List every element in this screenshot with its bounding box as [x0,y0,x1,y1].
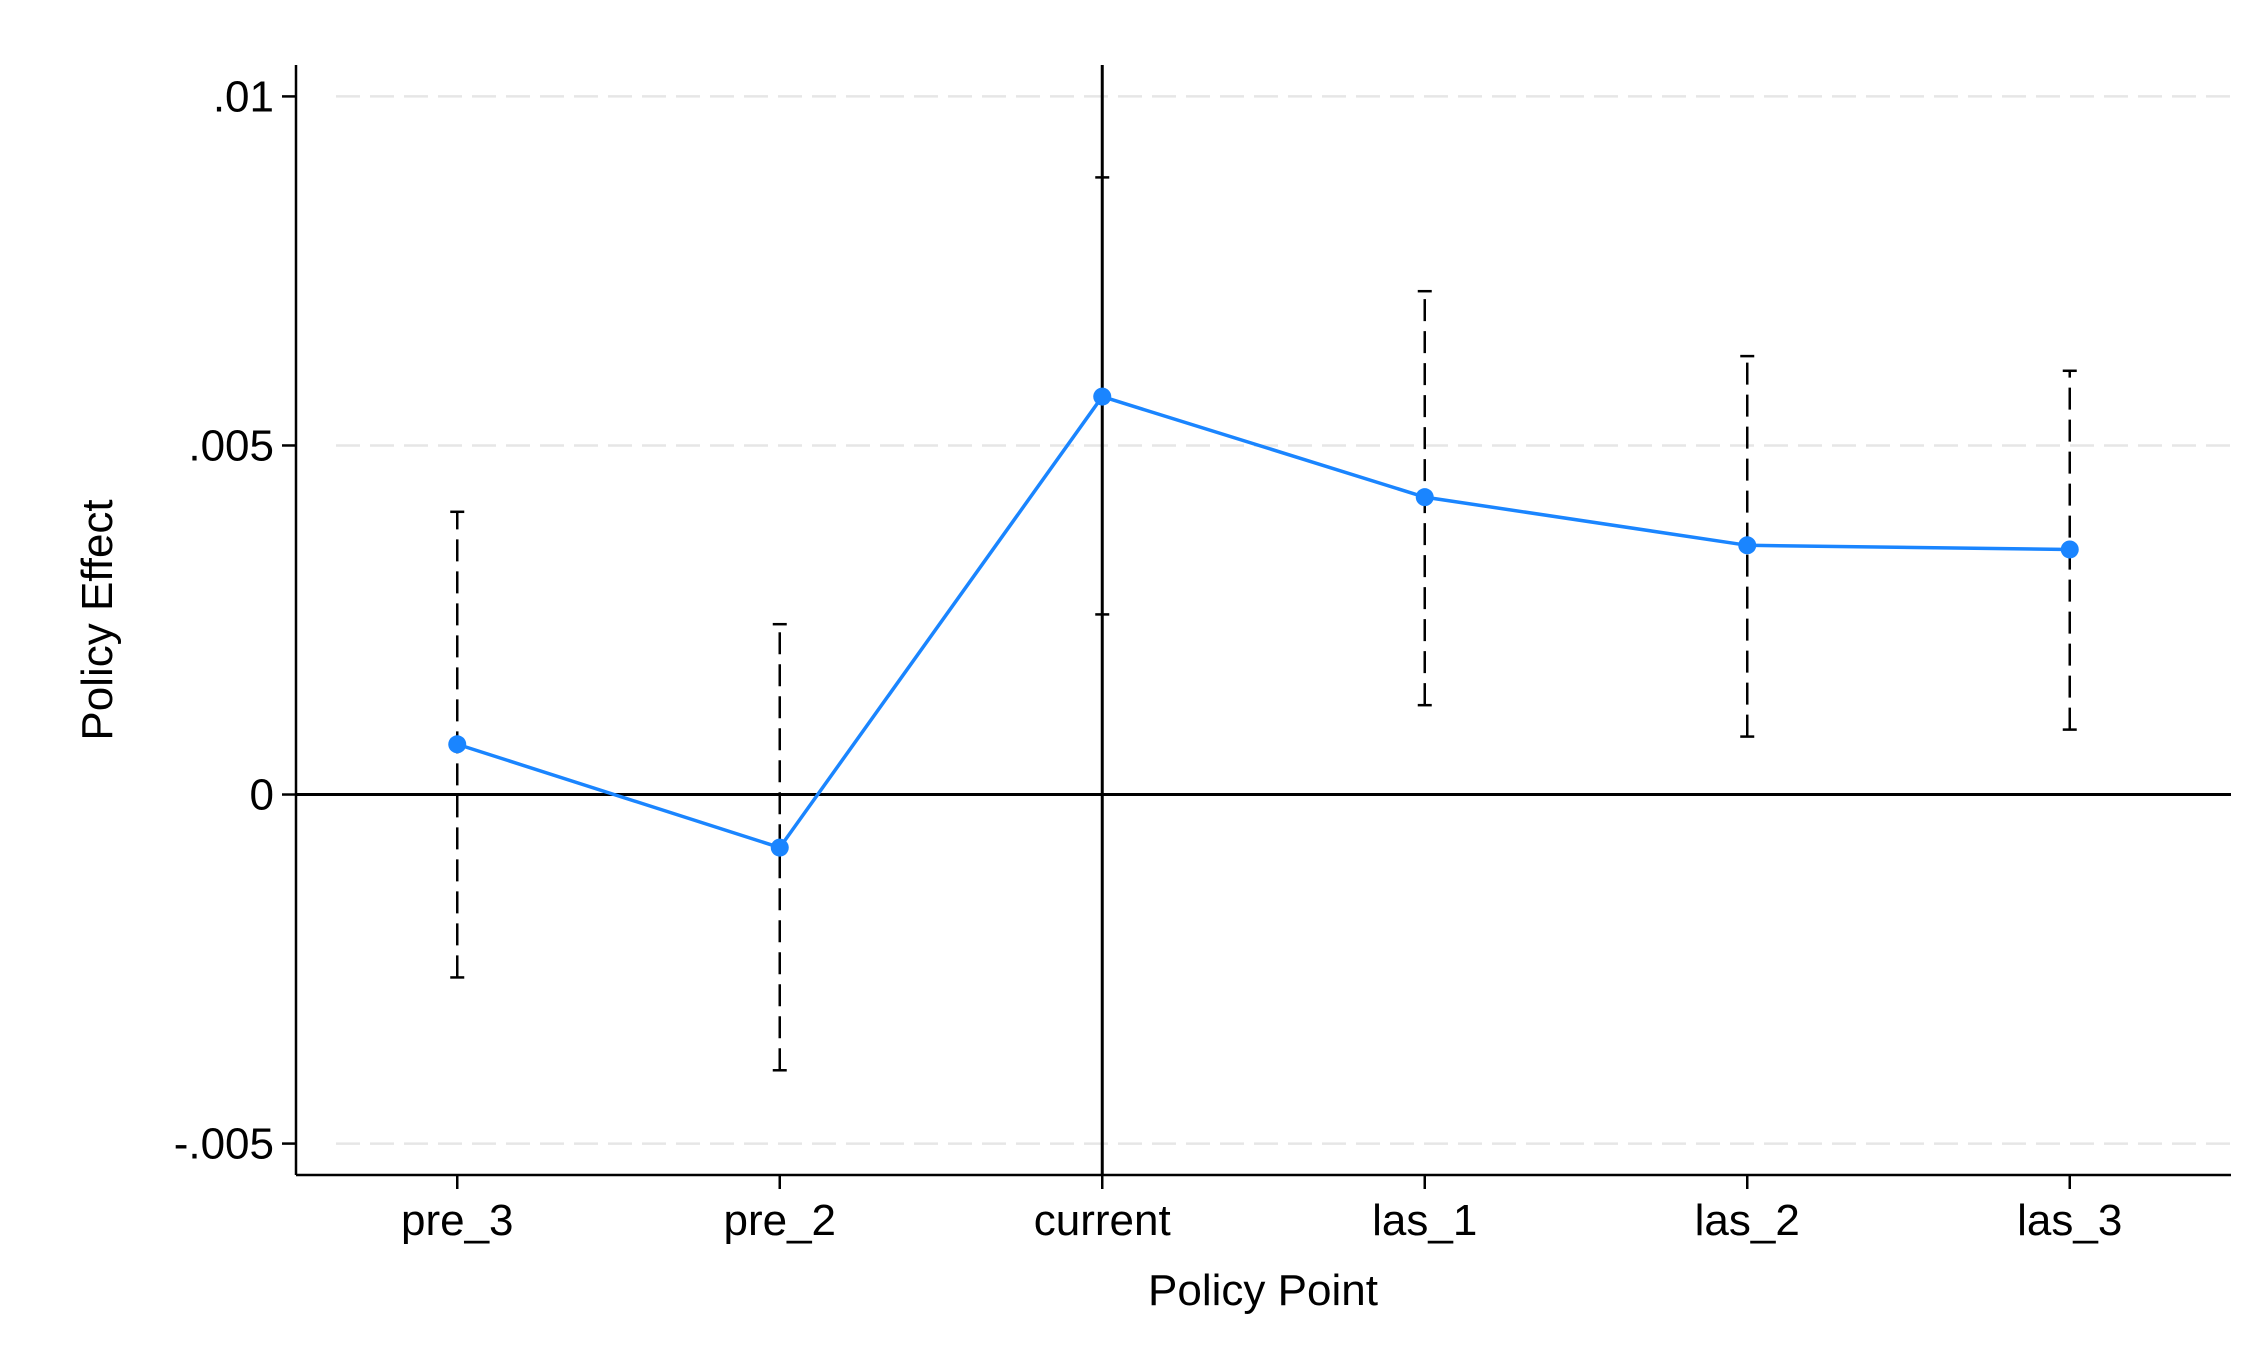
point [448,735,467,754]
y-axis-title: Policy Effect [73,499,122,740]
point [1415,488,1434,507]
series-line [456,394,2070,850]
y-tick-label: -.005 [174,1120,274,1169]
y-tick-label: .01 [213,72,274,121]
x-tick-label: las_1 [1372,1196,1477,1245]
point [1093,387,1112,406]
x-tick-label: pre_2 [723,1196,836,1245]
x-axis-title: Policy Point [1148,1266,1378,1315]
y-tick-label: .005 [188,421,274,470]
x-tick-label: las_3 [2017,1196,2122,1245]
point [2060,540,2079,559]
x-tick-label: pre_3 [401,1196,514,1245]
x-tick-label: las_2 [1695,1196,1800,1245]
x-tick-label: current [1034,1196,1171,1245]
point [770,838,789,857]
point [1738,536,1757,555]
y-tick-label: 0 [250,771,274,820]
